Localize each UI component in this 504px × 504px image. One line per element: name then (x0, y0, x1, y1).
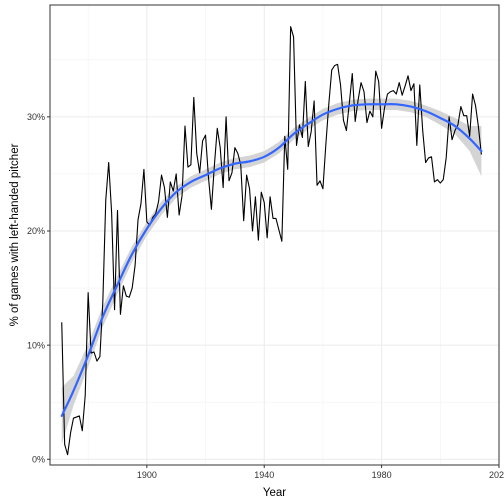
x-axis-title: Year (263, 487, 286, 499)
x-tick-label: 1900 (137, 470, 157, 480)
y-axis-title: % of games with left-handed pitcher (9, 143, 21, 326)
data-line (61, 26, 482, 456)
y-tick-label: 30% (27, 112, 45, 122)
series-lines (60, 26, 483, 456)
x-tick-label: 1980 (372, 470, 392, 480)
smooth-line (60, 103, 483, 418)
panel-border (49, 4, 500, 466)
y-axis: 0% 10% 20% 30% (27, 112, 50, 464)
y-tick-label: 20% (27, 226, 45, 236)
y-tick-label: 0% (32, 454, 45, 464)
y-tick-label: 10% (27, 340, 45, 350)
x-tick-label: 1940 (254, 470, 274, 480)
